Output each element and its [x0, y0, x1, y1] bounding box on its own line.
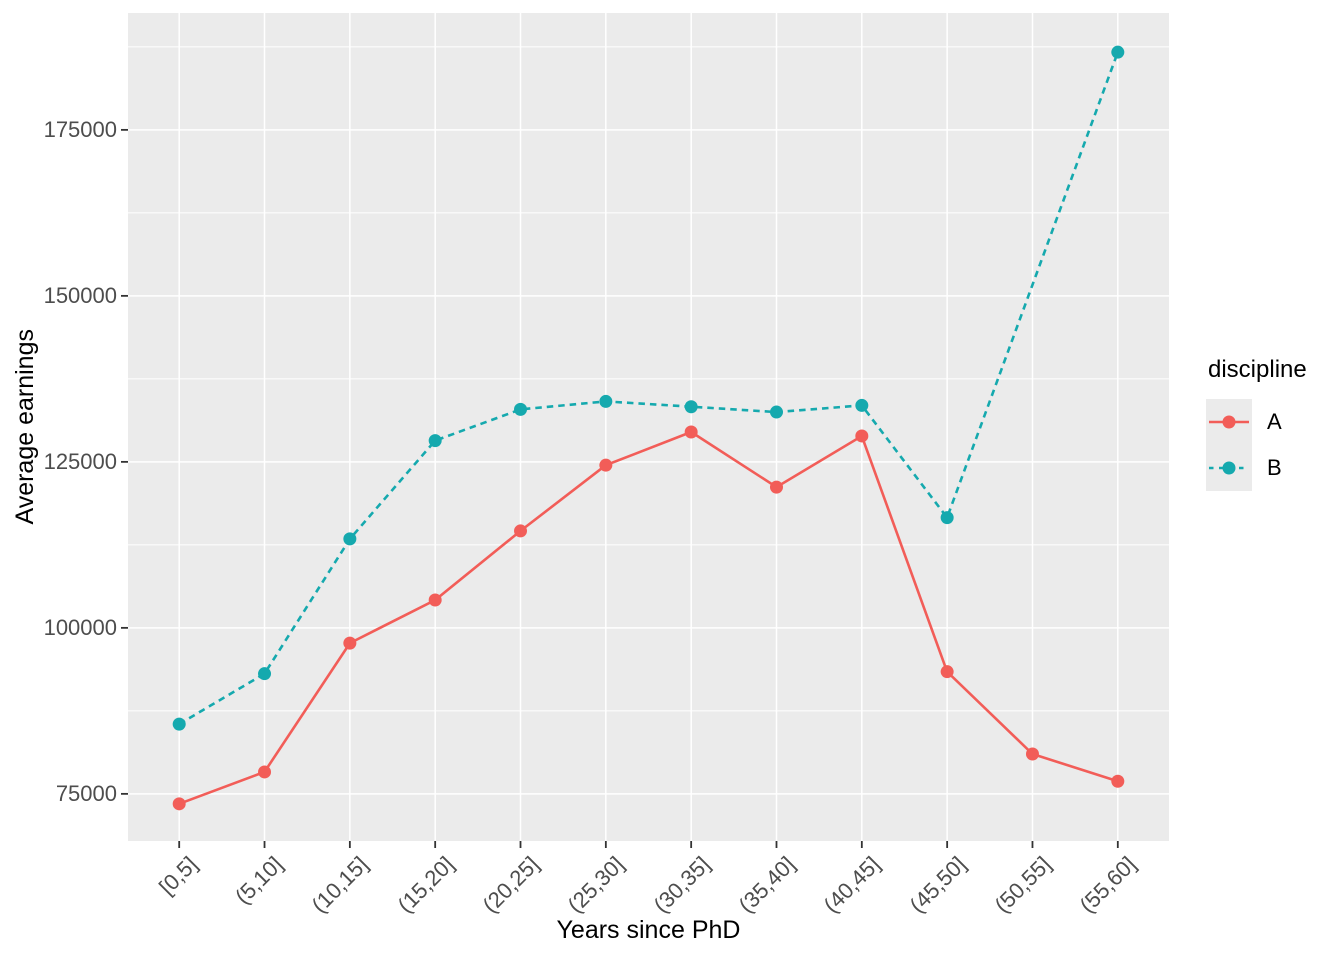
y-axis-title-wrap: Average earnings	[8, 13, 42, 841]
data-point-B	[1111, 45, 1125, 59]
legend-key-point	[1222, 461, 1236, 475]
data-point-A	[428, 593, 442, 607]
y-tick-label: 100000	[43, 614, 117, 640]
legend-entry-B: B	[1206, 445, 1307, 491]
data-point-A	[599, 458, 613, 472]
legend-key-point	[1222, 415, 1236, 429]
data-point-B	[172, 717, 186, 731]
legend-key-A	[1206, 399, 1252, 445]
data-point-A	[343, 636, 357, 650]
legend-key-B	[1206, 445, 1252, 491]
data-point-A	[1025, 747, 1039, 761]
data-point-A	[172, 797, 186, 811]
y-tick-label: 175000	[43, 116, 117, 142]
series-line-B	[178, 51, 1120, 726]
data-point-A	[1111, 774, 1125, 788]
data-point-B	[855, 398, 869, 412]
series-line-A	[178, 430, 1119, 806]
legend-entry-A: A	[1206, 399, 1307, 445]
data-point-A	[514, 524, 528, 538]
plot-panel	[128, 13, 1169, 841]
y-axis-title: Average earnings	[10, 329, 39, 525]
data-point-B	[258, 667, 272, 681]
data-point-B	[343, 532, 357, 546]
y-tick-label: 125000	[43, 448, 117, 474]
data-point-B	[599, 394, 613, 408]
data-point-A	[769, 480, 783, 494]
data-point-B	[769, 405, 783, 419]
legend-label-A: A	[1267, 409, 1282, 434]
data-point-B	[514, 402, 528, 416]
y-tick-label: 150000	[43, 282, 117, 308]
legend-title: discipline	[1208, 356, 1307, 383]
data-point-A	[855, 429, 869, 443]
legend-label-B: B	[1267, 455, 1282, 480]
data-point-A	[684, 425, 698, 439]
data-point-B	[428, 434, 442, 448]
data-point-B	[684, 400, 698, 414]
data-point-A	[940, 665, 954, 679]
y-tick-label: 75000	[55, 780, 117, 806]
x-axis-title: Years since PhD	[556, 916, 741, 944]
data-point-B	[940, 511, 954, 525]
data-point-A	[258, 765, 272, 779]
